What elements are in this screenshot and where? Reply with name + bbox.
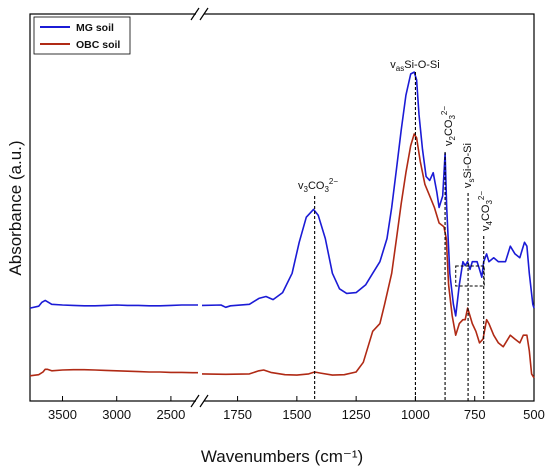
- annotation-label-vs-si-o-si: vsSi-O-Si: [462, 143, 476, 188]
- y-axis-title: Absorbance (a.u.): [6, 140, 25, 275]
- legend-label-obc: OBC soil: [76, 39, 120, 51]
- series-line-mg-soil-part-2: [201, 71, 535, 317]
- x-tick-label-750: 750: [464, 407, 486, 422]
- legend-box: [33, 16, 131, 55]
- x-axis-title: Wavenumbers (cm⁻¹): [201, 447, 363, 466]
- series-line-obc-soil-part-2: [201, 133, 535, 379]
- x-tick-label-2500: 2500: [156, 407, 185, 422]
- legend: MG soil OBC soil: [33, 16, 131, 55]
- x-tick-label-1750: 1750: [223, 407, 252, 422]
- annotation-label-v3-co3: v3CO32−: [298, 177, 338, 194]
- series-line-mg-soil-part-1: [29, 299, 198, 309]
- annotation-label-v4-co3: v4CO32−: [477, 191, 494, 231]
- annotation-label-v2-co3: v2CO32−: [440, 106, 457, 146]
- legend-label-mg: MG soil: [76, 22, 114, 34]
- x-tick-label-1250: 1250: [342, 407, 371, 422]
- x-tick-label-3500: 3500: [48, 407, 77, 422]
- bottom-axis-break: [190, 394, 209, 408]
- x-tick-label-3000: 3000: [102, 407, 131, 422]
- x-tick-label-1500: 1500: [282, 407, 311, 422]
- highlight-box: [455, 265, 485, 287]
- x-axis: 3500 3000 2500 1750 1500 1250 1000 750 500: [48, 7, 545, 422]
- series-layer: [29, 71, 535, 379]
- plot-frame: [29, 13, 535, 402]
- series-line-obc-soil-part-1: [29, 368, 198, 377]
- annotation-label-vas-si-o-si: vasSi-O-Si: [390, 59, 439, 73]
- top-axis-break: [190, 7, 209, 21]
- x-tick-label-1000: 1000: [401, 407, 430, 422]
- x-tick-label-500: 500: [523, 407, 545, 422]
